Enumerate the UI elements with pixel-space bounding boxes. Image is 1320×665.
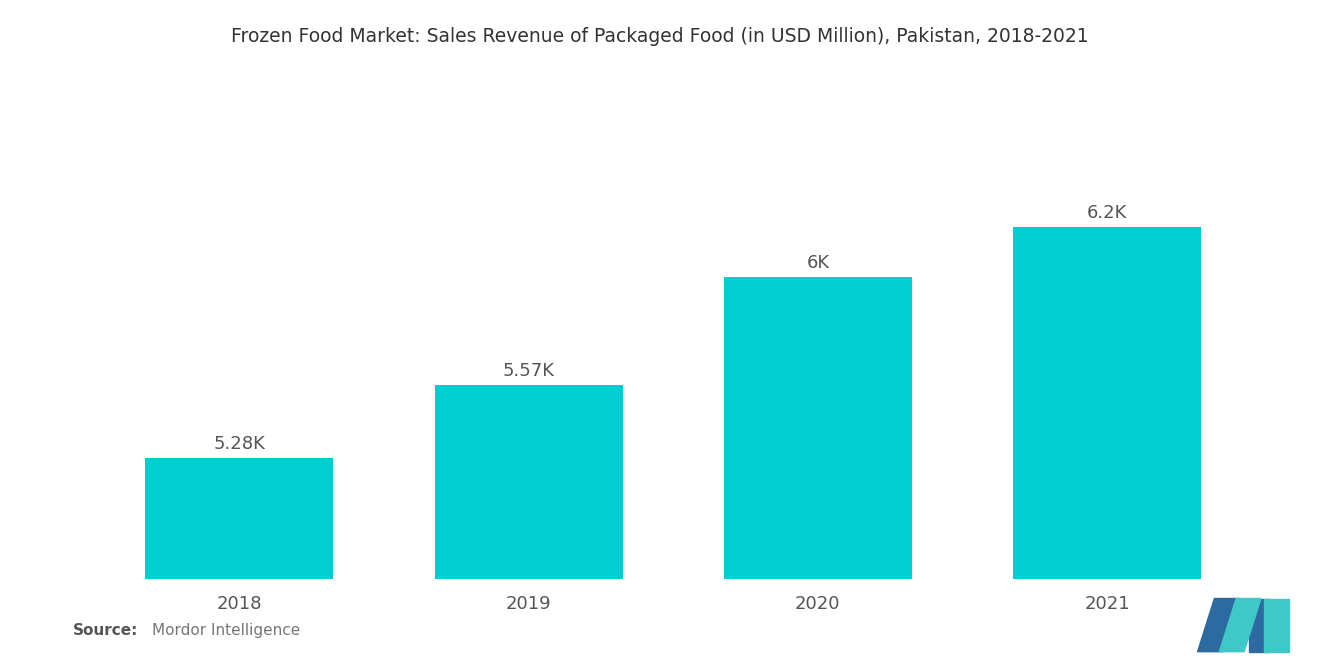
Polygon shape xyxy=(1249,598,1269,652)
Text: Mordor Intelligence: Mordor Intelligence xyxy=(152,623,300,638)
Polygon shape xyxy=(1265,598,1288,652)
Bar xyxy=(434,385,623,665)
Text: 6K: 6K xyxy=(807,254,829,272)
Bar xyxy=(723,277,912,665)
Bar xyxy=(145,458,333,665)
Text: 5.57K: 5.57K xyxy=(503,362,554,380)
Text: Source:: Source: xyxy=(73,623,139,638)
Text: Frozen Food Market: Sales Revenue of Packaged Food (in USD Million), Pakistan, 2: Frozen Food Market: Sales Revenue of Pac… xyxy=(231,27,1089,46)
Text: 6.2K: 6.2K xyxy=(1086,203,1127,222)
Polygon shape xyxy=(1220,598,1261,652)
Polygon shape xyxy=(1197,598,1239,652)
Bar xyxy=(1014,227,1201,665)
Text: 5.28K: 5.28K xyxy=(214,435,265,453)
